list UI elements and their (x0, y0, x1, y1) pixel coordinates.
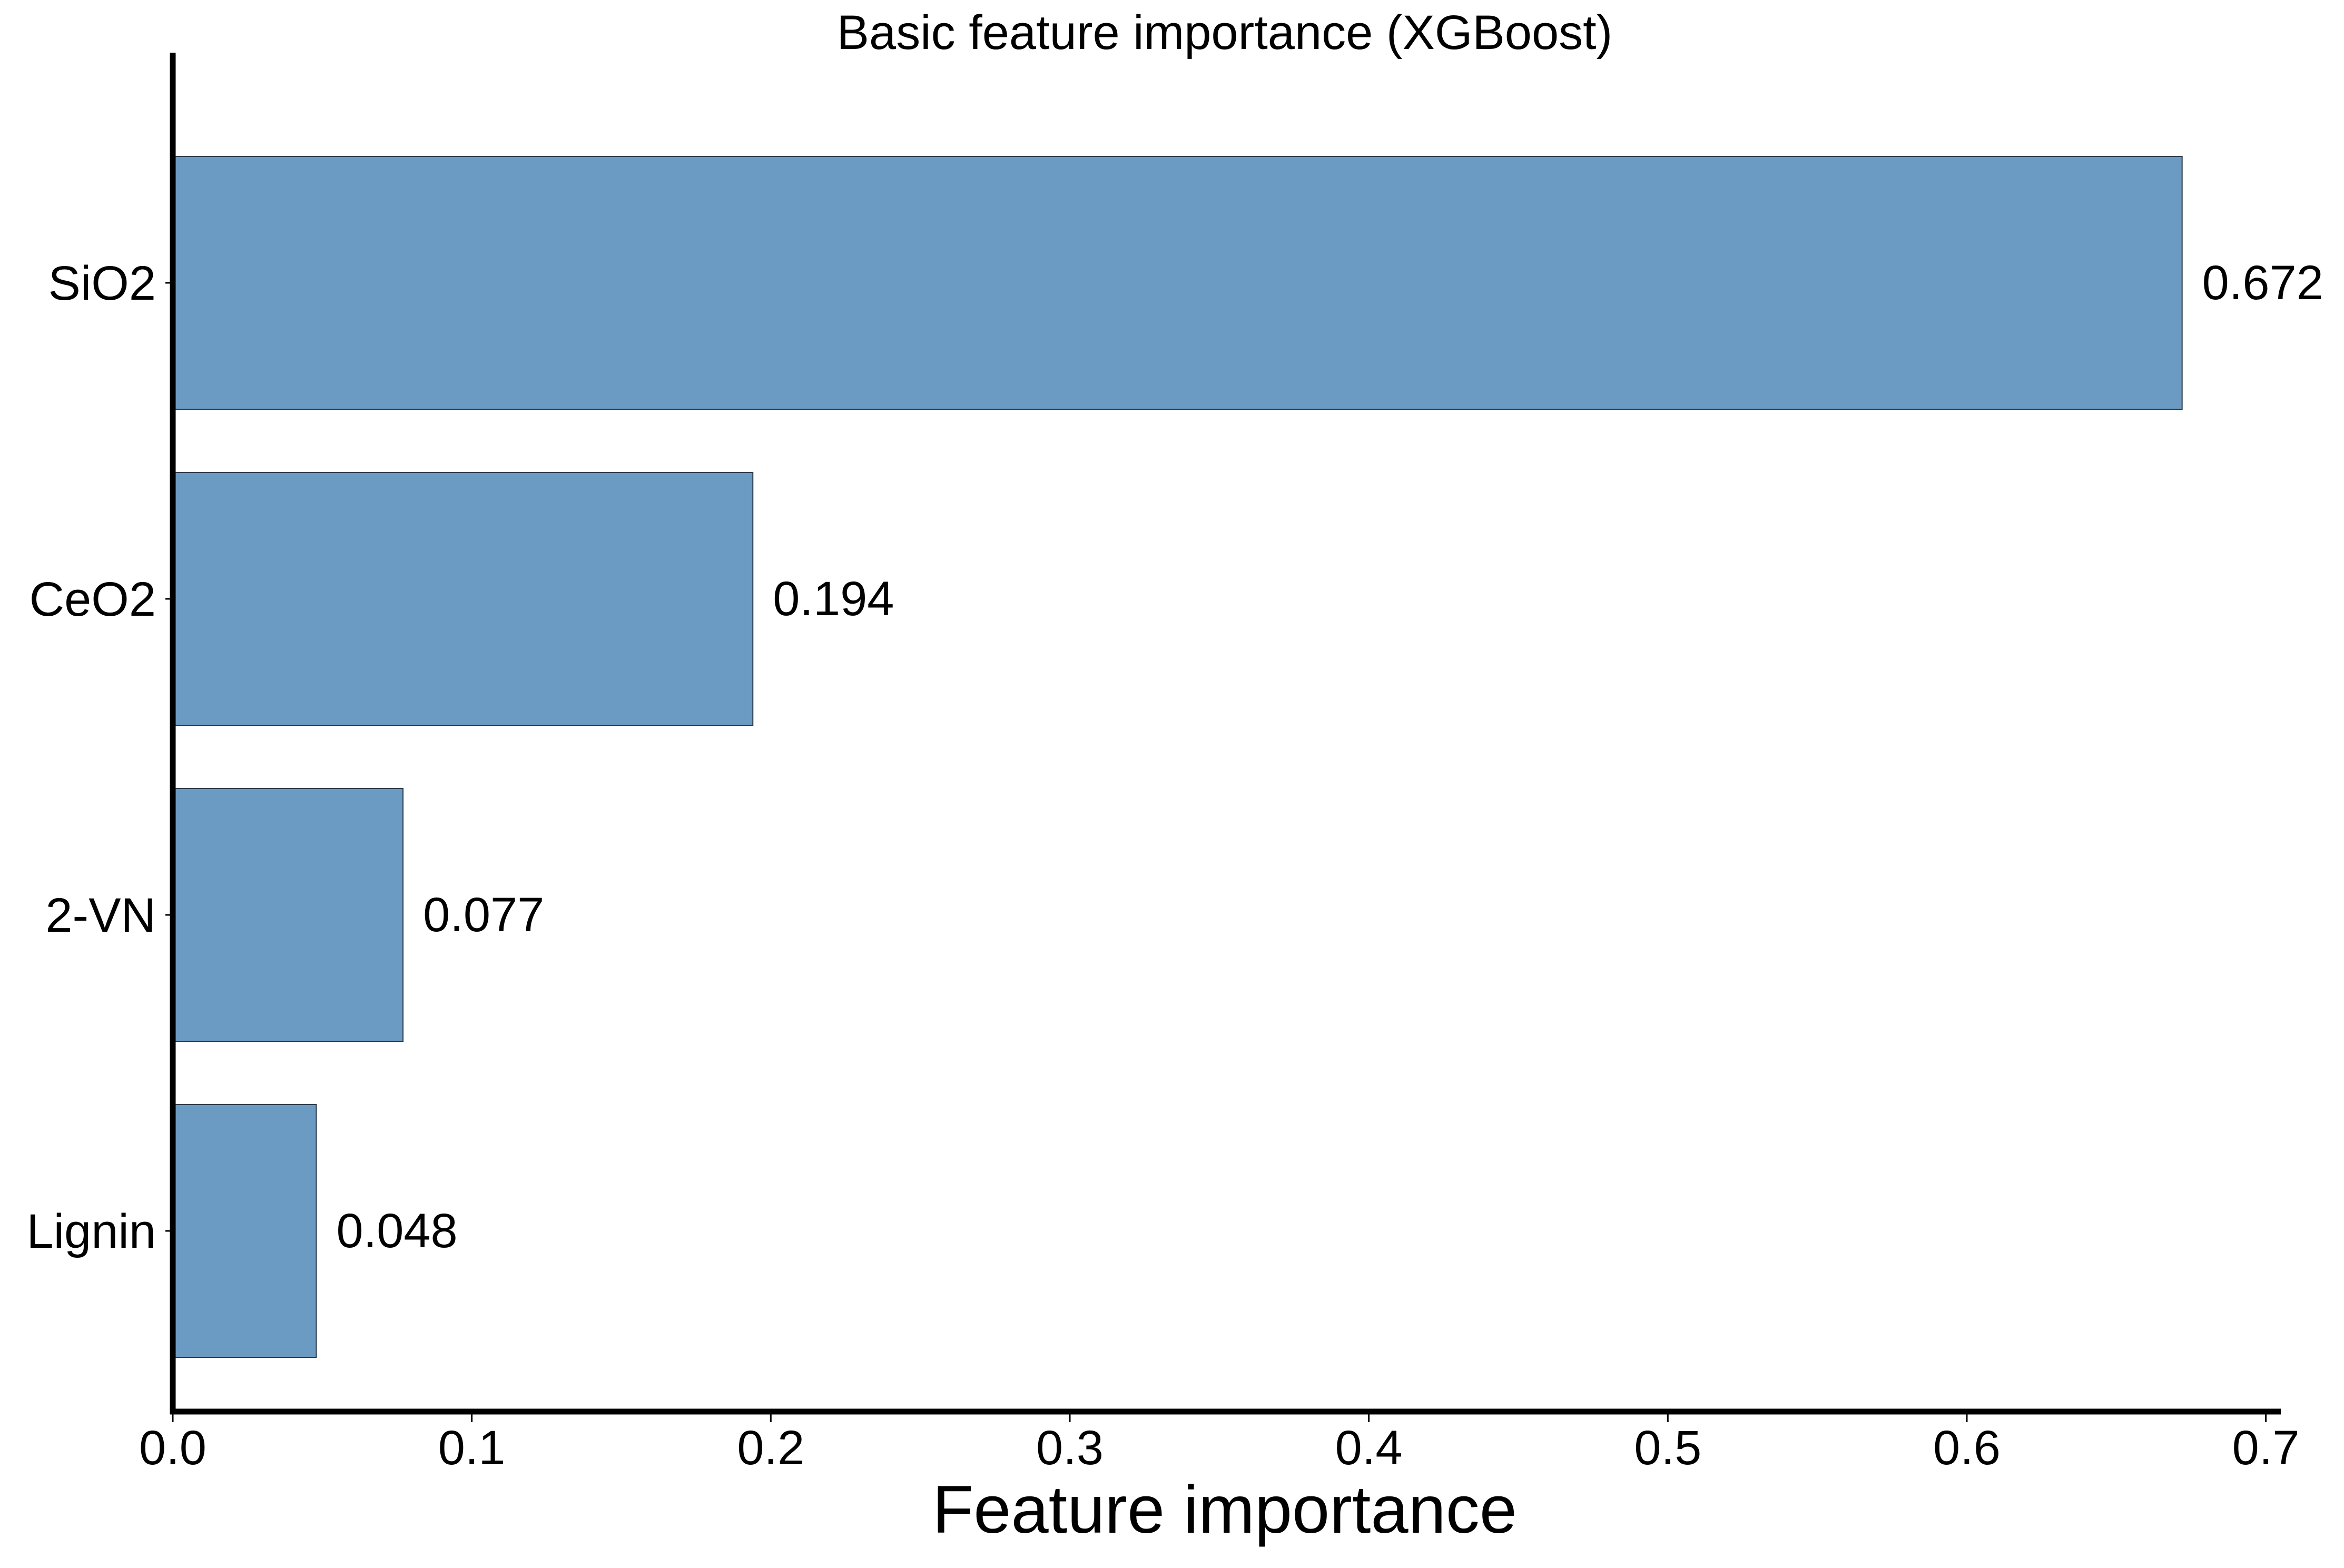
y-tick-label-2-vn: 2-VN (45, 889, 156, 942)
value-label-lignin: 0.048 (336, 1204, 457, 1258)
chart-title: Basic feature importance (XGBoost) (837, 6, 1613, 60)
x-tick-label-0: 0.0 (139, 1421, 206, 1475)
value-label-sio2: 0.672 (2202, 256, 2323, 310)
y-tick-label-ceo2: CeO2 (29, 573, 156, 626)
bar-sio2 (172, 156, 2183, 410)
x-tick-label-6: 0.6 (1933, 1421, 2001, 1475)
x-tick-label-7: 0.7 (2232, 1421, 2300, 1475)
bar-2-vn (172, 788, 404, 1042)
x-tick-label-5: 0.5 (1634, 1421, 1701, 1475)
x-tick-label-2: 0.2 (737, 1421, 804, 1475)
tick-labels: 0.672 SiO2 0.194 CeO2 0.077 2-VN 0.048 Lignin 0.… (26, 256, 2323, 1475)
bar-lignin (172, 1104, 317, 1358)
bar-ceo2 (172, 472, 754, 726)
value-label-ceo2: 0.194 (773, 572, 894, 626)
x-axis-label: Feature importance (932, 1472, 1517, 1547)
x-tick-label-3: 0.3 (1036, 1421, 1104, 1475)
bars (172, 156, 2183, 1358)
x-tick-label-4: 0.4 (1335, 1421, 1403, 1475)
y-tick-label-sio2: SiO2 (48, 257, 156, 310)
axes (165, 53, 2281, 1422)
x-tick-label-1: 0.1 (438, 1421, 506, 1475)
y-tick-label-lignin: Lignin (26, 1205, 156, 1258)
value-label-2-vn: 0.077 (423, 888, 544, 942)
